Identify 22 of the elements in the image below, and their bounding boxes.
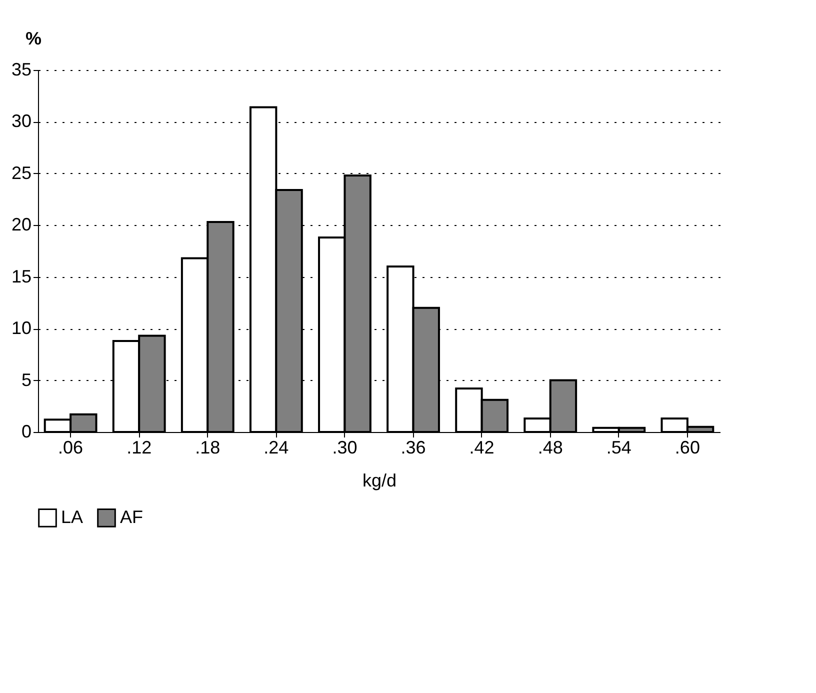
y-tick-label: 5 xyxy=(21,370,32,390)
y-tick-label: 30 xyxy=(11,111,32,132)
x-tick-label: .42 xyxy=(469,438,494,458)
x-tick-label: .18 xyxy=(195,438,220,458)
legend-label: LA xyxy=(61,506,84,527)
x-tick-label: .48 xyxy=(538,438,563,458)
y-tick-label: 20 xyxy=(11,214,32,235)
y-tick-label: 0 xyxy=(21,422,32,442)
y-tick-label: 15 xyxy=(11,266,32,286)
y-axis-title: % xyxy=(25,28,42,48)
x-tick-label: .36 xyxy=(400,438,426,458)
x-tick-label: .54 xyxy=(606,438,632,458)
x-tick-label: .60 xyxy=(674,438,700,458)
x-tick-label: .12 xyxy=(126,438,152,458)
x-tick-label: .30 xyxy=(332,438,358,458)
x-tick-label: .24 xyxy=(264,438,289,458)
legend-label: AF xyxy=(120,506,144,527)
y-tick-label: 10 xyxy=(11,318,32,338)
x-tick-label: .06 xyxy=(58,438,84,458)
y-tick-label: 35 xyxy=(11,60,32,80)
x-axis-title: kg/d xyxy=(362,470,397,490)
y-tick-label: 25 xyxy=(11,162,32,183)
